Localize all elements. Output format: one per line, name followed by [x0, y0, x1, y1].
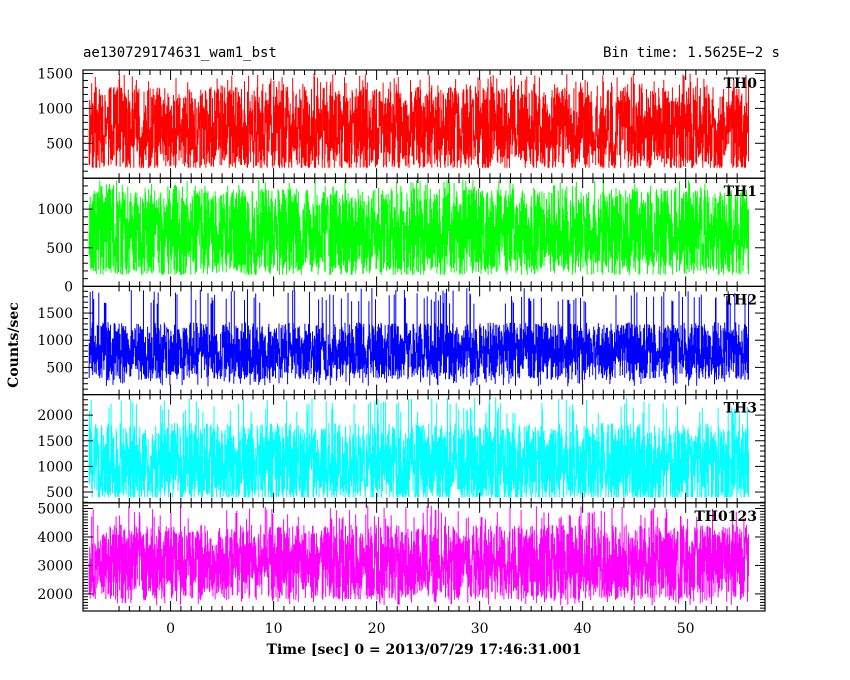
x-tick-label: 30	[471, 621, 489, 637]
series-th3	[88, 397, 749, 498]
x-tick-label: 40	[574, 621, 592, 637]
y-tick-label: 1500	[37, 434, 73, 450]
y-tick-label: 500	[46, 360, 73, 376]
panel-label-th2: TH2	[724, 292, 757, 308]
y-tick-label: 4000	[37, 530, 73, 546]
y-tick-label: 1000	[37, 202, 73, 218]
y-axis-label: Counts/sec	[6, 302, 22, 388]
x-tick-label: 0	[166, 621, 175, 637]
y-tick-label: 500	[46, 241, 73, 257]
y-tick-label: 5000	[37, 501, 73, 517]
y-tick-label: 1500	[37, 66, 73, 82]
y-tick-label: 1000	[37, 459, 73, 475]
panel-th3: 500 1000 1500 2000 TH3	[37, 394, 766, 504]
y-tick-label: 500	[46, 485, 73, 501]
x-axis-label: Time [sec] 0 = 2013/07/29 17:46:31.001	[267, 642, 582, 658]
y-tick-label: 2000	[37, 587, 73, 603]
y-tick-label: 500	[46, 136, 73, 152]
y-tick-label: 1000	[37, 333, 73, 349]
panel-th0: 500 1000 1500 TH0	[37, 66, 766, 179]
series-th0123	[88, 505, 749, 606]
panel-label-th1: TH1	[724, 184, 757, 200]
series-th1	[88, 179, 749, 275]
x-tick-label: 50	[677, 621, 695, 637]
bin-time-label: Bin time: 1.5625E−2 s	[602, 45, 780, 61]
y-tick-label: 1500	[37, 306, 73, 322]
panel-label-th0: TH0	[724, 76, 758, 92]
series-th0	[88, 73, 749, 168]
panel-th1: 0 500 1000 TH1	[37, 177, 766, 295]
y-tick-label: 2000	[37, 408, 73, 424]
y-tick-label: 3000	[37, 558, 73, 574]
y-tick-label: 0	[64, 279, 73, 295]
x-tick-label: 10	[265, 621, 283, 637]
panel-th0123: 2000 3000 4000 5000 TH0123	[37, 501, 766, 612]
y-tick-label: 1000	[37, 101, 73, 117]
series-th2	[88, 288, 749, 387]
x-tick-label: 20	[368, 621, 386, 637]
panel-th2: 500 1000 1500 TH2	[37, 285, 766, 396]
panel-label-th0123: TH0123	[694, 509, 757, 525]
plot-title-left: ae130729174631_wam1_bst	[83, 45, 277, 61]
panel-label-th3: TH3	[724, 401, 757, 417]
